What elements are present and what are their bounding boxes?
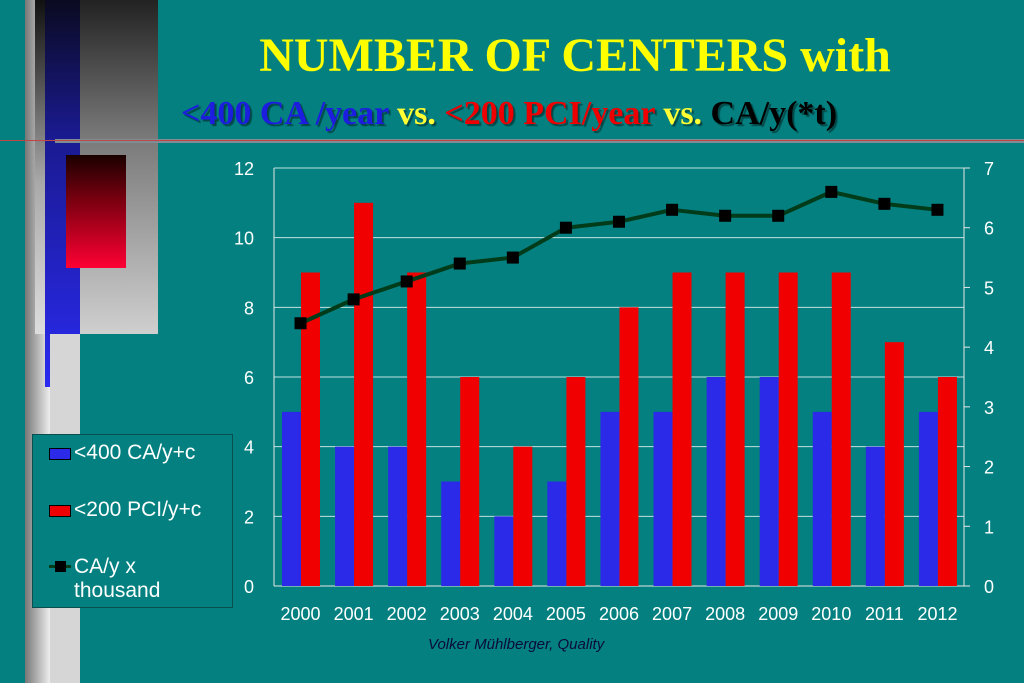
bar-pci-2008 — [725, 272, 745, 586]
x-tick-label: 2008 — [705, 604, 745, 624]
bar-ca-2007 — [653, 411, 673, 586]
x-tick-label: 2003 — [440, 604, 480, 624]
legend-swatch-red — [49, 505, 71, 517]
legend-swatch-blue — [49, 448, 71, 460]
bar-ca-2002 — [388, 446, 408, 586]
line-point-2001 — [347, 293, 360, 306]
legend-item-ca: <400 CA/y+c — [49, 441, 195, 465]
bar-pci-2003 — [460, 377, 480, 586]
bar-pci-2000 — [301, 272, 320, 586]
y-left-tick-label: 10 — [234, 229, 254, 249]
line-point-2008 — [719, 209, 732, 222]
y-right-tick-label: 0 — [984, 577, 994, 597]
decor-red-bar — [66, 155, 126, 268]
line-point-2009 — [772, 209, 785, 222]
line-point-2000 — [294, 317, 307, 330]
legend-label-pci: <200 PCI/y+c — [74, 498, 202, 521]
x-tick-label: 2000 — [281, 604, 321, 624]
y-left-tick-label: 6 — [244, 368, 254, 388]
x-tick-label: 2009 — [758, 604, 798, 624]
bar-pci-2005 — [566, 377, 586, 586]
page-subtitle: <400 CA /year vs. <200 PCI/year vs. CA/y… — [181, 94, 837, 134]
bar-ca-2009 — [759, 377, 779, 586]
bar-ca-2004 — [494, 516, 514, 586]
bar-ca-2005 — [547, 481, 567, 586]
bar-pci-2011 — [884, 342, 904, 586]
legend-label-line: CA/y x thousand — [74, 555, 160, 603]
y-right-tick-label: 5 — [984, 278, 994, 298]
y-right-tick-label: 3 — [984, 398, 994, 418]
x-tick-label: 2011 — [865, 604, 904, 624]
y-right-tick-label: 1 — [984, 517, 994, 537]
subtitle-vs-2: vs. — [654, 95, 711, 132]
subtitle-vs-1: vs. — [388, 95, 445, 132]
y-right-tick-label: 6 — [984, 219, 994, 239]
x-tick-label: 2004 — [493, 604, 533, 624]
bar-pci-2007 — [672, 272, 692, 586]
y-right-tick-label: 7 — [984, 159, 994, 179]
y-left-tick-label: 4 — [244, 438, 254, 458]
x-tick-label: 2007 — [652, 604, 692, 624]
subtitle-ca: <400 CA /year — [181, 95, 389, 132]
subtitle-pci: <200 PCI/year — [444, 95, 655, 132]
bar-ca-2003 — [441, 481, 461, 586]
legend-line-marker-icon — [49, 555, 71, 577]
bar-pci-2001 — [354, 202, 374, 587]
chart-legend: <400 CA/y+c <200 PCI/y+c CA/y x thousand — [32, 434, 233, 608]
bar-pci-2012 — [937, 377, 957, 586]
page-title: NUMBER OF CENTERS with — [259, 29, 891, 82]
bar-ca-2010 — [812, 411, 832, 586]
legend-label-line-2: thousand — [74, 579, 161, 602]
bar-pci-2006 — [619, 307, 639, 586]
x-tick-label: 2010 — [811, 604, 851, 624]
line-point-2004 — [506, 251, 519, 264]
line-point-2006 — [613, 215, 625, 228]
line-point-2012 — [931, 203, 944, 216]
line-point-2010 — [825, 185, 838, 198]
footer-credit: Volker Mühlberger, Quality — [428, 636, 605, 653]
line-point-2011 — [878, 197, 891, 210]
bar-ca-2000 — [282, 411, 301, 586]
line-point-2002 — [400, 275, 413, 288]
x-tick-label: 2005 — [546, 604, 586, 624]
bar-ca-2008 — [706, 377, 726, 586]
x-tick-label: 2001 — [334, 604, 374, 624]
y-left-tick-label: 2 — [244, 507, 254, 527]
bar-ca-2006 — [600, 411, 620, 586]
y-left-tick-label: 12 — [234, 159, 254, 179]
y-right-tick-label: 4 — [984, 338, 994, 358]
legend-label-line-1: CA/y x — [74, 555, 136, 578]
x-tick-label: 2006 — [599, 604, 639, 624]
title-divider-line — [0, 140, 1024, 141]
bar-pci-2004 — [513, 446, 533, 586]
y-right-tick-label: 2 — [984, 458, 994, 478]
bar-pci-2002 — [407, 272, 427, 586]
line-point-2007 — [666, 203, 679, 216]
y-left-tick-label: 0 — [244, 577, 254, 597]
x-tick-label: 2012 — [917, 604, 957, 624]
legend-label-ca: <400 CA/y+c — [74, 441, 196, 464]
legend-item-line: CA/y x thousand — [49, 555, 160, 603]
bar-ca-2011 — [865, 446, 885, 586]
line-point-2005 — [559, 221, 572, 234]
line-point-2003 — [453, 257, 466, 270]
x-tick-label: 2002 — [387, 604, 427, 624]
y-left-tick-label: 8 — [244, 298, 254, 318]
title-divider — [55, 139, 1024, 143]
subtitle-cay: CA/y(*t) — [710, 95, 838, 132]
bar-pci-2009 — [778, 272, 798, 586]
legend-item-pci: <200 PCI/y+c — [49, 498, 201, 522]
bar-pci-2010 — [831, 272, 851, 586]
bar-ca-2012 — [918, 411, 938, 586]
bar-ca-2001 — [335, 446, 355, 586]
